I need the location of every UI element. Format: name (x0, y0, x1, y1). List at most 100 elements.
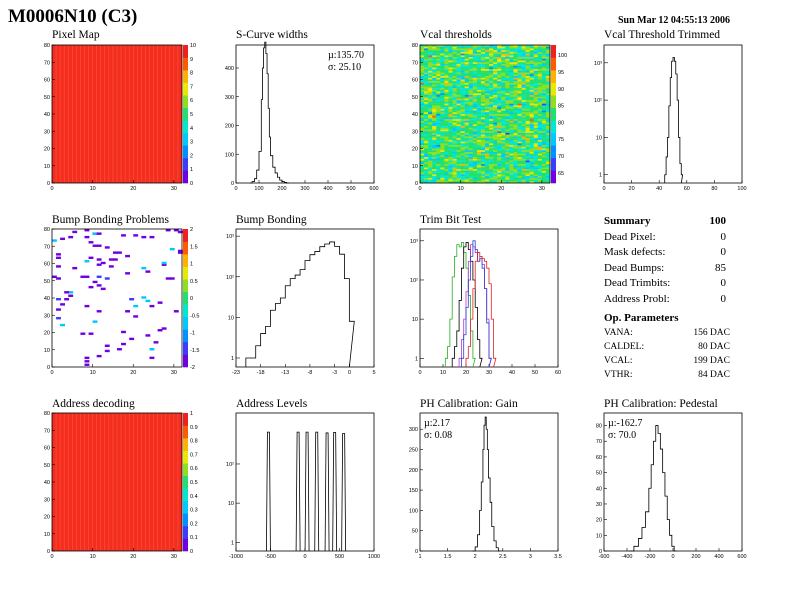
heatmap-cell (513, 107, 518, 110)
heatmap-cell (448, 136, 453, 139)
heatmap-cell (460, 114, 465, 116)
heatmap-cell (509, 48, 514, 51)
heatmap-cell (489, 138, 494, 141)
heatmap-cell (537, 139, 543, 142)
heatmap-cell (424, 136, 429, 139)
heatmap-cell (480, 72, 486, 75)
heatmap-cell (420, 172, 425, 175)
heatmap-cell (424, 60, 429, 63)
x-tick-label: -3 (332, 370, 337, 376)
heatmap-cell (444, 115, 449, 118)
palette-tick-label: 0 (190, 181, 193, 187)
heatmap-cell (545, 51, 551, 54)
heatmap-cell (452, 132, 457, 135)
heatmap-cell (424, 115, 429, 118)
heatmap-cell (480, 98, 486, 101)
heatmap-cell (464, 63, 469, 66)
heatmap-cell (521, 126, 526, 128)
heatmap-cell (464, 132, 469, 135)
heatmap-cell (424, 157, 429, 160)
heatmap-cell (497, 124, 502, 127)
x-tick-label: 20 (130, 186, 136, 192)
heatmap-cell (460, 86, 465, 89)
heatmap-cell (537, 76, 543, 78)
heatmap-cell (436, 127, 441, 130)
heatmap-cell (456, 81, 461, 84)
heatmap-cell (456, 126, 461, 128)
heatmap-cell (456, 120, 461, 123)
heatmap-cell (452, 114, 457, 116)
heatmap-cell (480, 148, 486, 151)
heatmap-cell (521, 138, 526, 141)
heatmap-cell (460, 112, 465, 115)
heatmap-cell (537, 65, 543, 68)
x-tick-label: 600 (737, 554, 746, 560)
heatmap-cell (468, 112, 474, 115)
heatmap-cell (489, 67, 494, 70)
heatmap-cell (537, 67, 543, 70)
y-tick-label: 30 (44, 313, 50, 319)
heatmap-cell (436, 119, 441, 122)
heatmap-cell (505, 117, 510, 120)
heatmap-cell (529, 103, 534, 106)
heatmap-cell (448, 143, 453, 146)
heatmap-cell (452, 112, 457, 115)
heatmap-cell (497, 88, 502, 91)
heatmap-cell (501, 126, 506, 128)
heatmap-cell (456, 53, 461, 56)
dead-bump-cell (112, 258, 118, 261)
heatmap-cell (452, 170, 457, 173)
heatmap-cell (493, 129, 498, 132)
y-tick-label: 70 (44, 244, 50, 250)
heatmap-cell (472, 110, 478, 113)
heatmap-cell (485, 98, 490, 101)
summary-value: 85 (715, 261, 726, 274)
heatmap-cell (501, 108, 506, 111)
heatmap-cell (448, 145, 453, 147)
heatmap-cell (497, 117, 502, 120)
heatmap-cell (456, 51, 461, 54)
heatmap-cell (537, 146, 543, 149)
op-value: 199 DAC (693, 356, 730, 366)
heatmap-cell (452, 69, 457, 72)
heatmap-cell (468, 105, 474, 108)
heatmap-cell (513, 181, 518, 184)
heatmap-cell (480, 176, 486, 179)
dead-bump-cell (177, 249, 183, 253)
heatmap-cell (501, 172, 506, 175)
heatmap-cell (493, 72, 498, 75)
heatmap-cell (537, 62, 543, 65)
heatmap-cell (444, 79, 449, 82)
heatmap-cell (525, 117, 530, 120)
heatmap-cell (464, 100, 469, 103)
heatmap-cell (452, 127, 457, 130)
heatmap-cell (537, 176, 543, 179)
heatmap-cell (440, 55, 445, 58)
heatmap-cell (444, 120, 449, 123)
heatmap-cell (444, 74, 449, 77)
heatmap-cell (460, 70, 465, 73)
heatmap-cell (480, 132, 486, 135)
heatmap-cell (428, 91, 433, 94)
heatmap-cell (436, 84, 441, 87)
heatmap-cell (505, 45, 510, 47)
heatmap-cell (521, 108, 526, 111)
y-tick-label: 60 (412, 78, 418, 84)
heatmap-cell (420, 45, 425, 47)
heatmap-cell (448, 131, 453, 134)
heatmap-cell (440, 169, 445, 172)
heatmap-cell (545, 120, 551, 123)
heatmap-cell (517, 74, 522, 77)
y-tick-label: 40 (596, 486, 602, 492)
heatmap-cell (448, 112, 453, 115)
heatmap-cell (424, 65, 429, 68)
dead-bump-cell (80, 275, 86, 278)
heatmap-cell (533, 148, 539, 151)
heatmap-cell (452, 146, 457, 149)
heatmap-cell (493, 74, 498, 77)
dead-bump-cell (84, 356, 90, 360)
heatmap-cell (521, 67, 526, 70)
dead-bump-cell (88, 285, 94, 289)
heatmap-cell (513, 60, 518, 63)
